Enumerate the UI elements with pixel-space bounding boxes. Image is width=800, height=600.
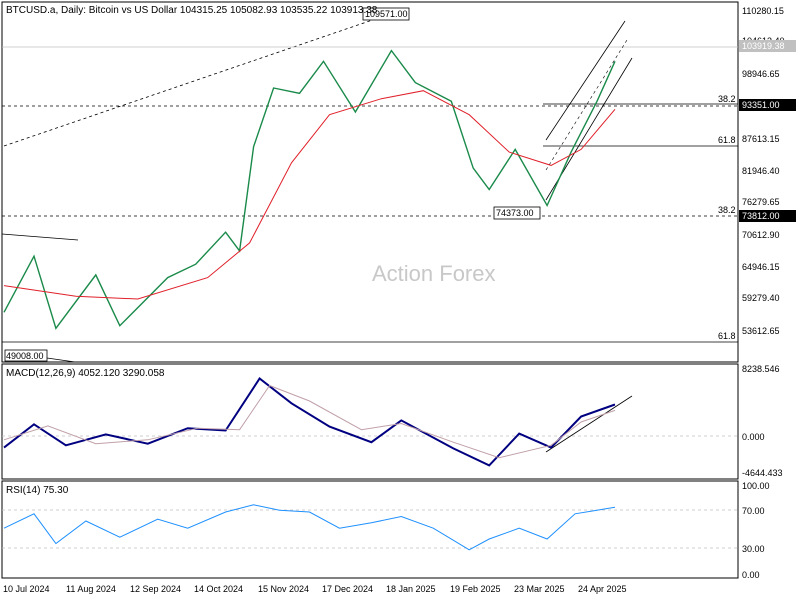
macd-histogram-line bbox=[3, 377, 616, 467]
tag-current-box bbox=[739, 40, 796, 52]
fib-label-382-lower: 38.2 bbox=[718, 205, 736, 215]
x-axis: 10 Jul 2024 11 Aug 2024 12 Sep 2024 14 O… bbox=[3, 584, 627, 594]
label-start-low-box bbox=[4, 349, 48, 362]
label-high: 109571.00 bbox=[365, 9, 408, 19]
y-tick-1: 110280.15 bbox=[742, 6, 784, 16]
early-channel-top bbox=[1, 233, 79, 241]
rsi-y-70: 70.00 bbox=[742, 506, 765, 516]
macd-panel bbox=[1, 363, 739, 480]
label-high-box bbox=[362, 7, 410, 21]
x-tick-7: 18 Jan 2025 bbox=[386, 584, 436, 594]
price-panel bbox=[1, 1, 739, 363]
y-tick-7: 76279.65 bbox=[742, 197, 780, 207]
rsi-title: RSI(14) 75.30 bbox=[6, 485, 69, 496]
x-tick-6: 17 Dec 2024 bbox=[322, 584, 373, 594]
rsi-series bbox=[3, 504, 616, 551]
tag-level-low: 73812.00 bbox=[742, 211, 780, 221]
macd-y-top: 8238.546 bbox=[742, 364, 780, 374]
macd-y-zero: 0.000 bbox=[742, 432, 765, 442]
rsi-line bbox=[3, 504, 616, 551]
channel-upper bbox=[545, 20, 626, 141]
x-tick-5: 15 Nov 2024 bbox=[258, 584, 309, 594]
label-swing-low: 74373.00 bbox=[496, 208, 534, 218]
macd-trendline bbox=[545, 395, 633, 453]
price-line bbox=[3, 49, 616, 330]
x-tick-4: 14 Oct 2024 bbox=[194, 584, 243, 594]
x-tick-8: 19 Feb 2025 bbox=[450, 584, 501, 594]
x-tick-9: 23 Mar 2025 bbox=[514, 584, 565, 594]
tag-level-low-box bbox=[739, 210, 796, 222]
fib-trend-dashed bbox=[3, 13, 391, 147]
moving-average-line bbox=[3, 90, 616, 300]
watermark: Action Forex bbox=[372, 261, 496, 286]
rsi-y-100: 100.00 bbox=[742, 481, 770, 491]
rsi-y-30: 30.00 bbox=[742, 544, 765, 554]
price-title: BTCUSD.a, Daily: Bitcoin vs US Dollar 10… bbox=[6, 5, 378, 16]
rsi-panel bbox=[1, 480, 739, 579]
macd-title: MACD(12,26,9) 4052.120 3290.058 bbox=[6, 368, 165, 379]
x-tick-10: 24 Apr 2025 bbox=[578, 584, 627, 594]
y-tick-10: 59279.40 bbox=[742, 293, 780, 303]
tag-level-high: 93351.00 bbox=[742, 100, 780, 110]
y-tick-9: 64946.15 bbox=[742, 262, 780, 272]
y-tick-5: 87613.15 bbox=[742, 134, 780, 144]
y-tick-3: 98946.65 bbox=[742, 69, 780, 79]
label-swing-low-box bbox=[493, 206, 541, 220]
macd-y-bottom: -4644.433 bbox=[742, 468, 783, 478]
fib-label-618-upper: 61.8 bbox=[718, 135, 736, 145]
x-tick-3: 12 Sep 2024 bbox=[130, 584, 181, 594]
tag-level-high-box bbox=[739, 99, 796, 111]
rsi-y-0: 0.00 bbox=[742, 570, 760, 580]
price-y-axis: 110280.15 104613.40 98946.65 93279.90 87… bbox=[742, 6, 785, 336]
fib-label-382-upper: 38.2 bbox=[718, 94, 736, 104]
label-start-low: 49008.00 bbox=[6, 351, 44, 361]
y-tick-11: 53612.65 bbox=[742, 326, 780, 336]
macd-series bbox=[3, 377, 616, 467]
price-series bbox=[3, 49, 616, 330]
x-tick-1: 10 Jul 2024 bbox=[3, 584, 50, 594]
macd-signal-line bbox=[3, 384, 616, 459]
tag-current: 103919.38 bbox=[742, 41, 785, 51]
price-drawings bbox=[1, 13, 738, 363]
y-tick-6: 81946.40 bbox=[742, 166, 780, 176]
fib-label-618-lower: 61.8 bbox=[718, 331, 736, 341]
channel-mid bbox=[545, 39, 628, 171]
x-tick-2: 11 Aug 2024 bbox=[66, 584, 116, 594]
y-tick-8: 70612.90 bbox=[742, 230, 780, 240]
